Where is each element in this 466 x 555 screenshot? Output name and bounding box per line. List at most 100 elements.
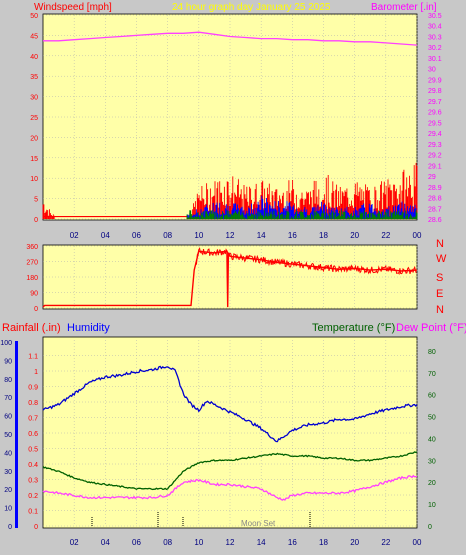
tick-label: 08 xyxy=(163,538,172,547)
temperature-line xyxy=(42,451,418,491)
tick-label: 80 xyxy=(4,377,12,384)
tick-label: 1.1 xyxy=(28,354,38,361)
barometer-title: Barometer [.in] xyxy=(371,2,437,13)
top-y2-axis: 28.6 28.7 28.8 28.9 29 29.1 29.2 29.3 29.4 29.5 29… xyxy=(428,13,442,224)
tick-label: 16 xyxy=(288,231,297,240)
tick-label: 04 xyxy=(101,231,110,240)
tick-label: 20 xyxy=(350,538,359,547)
tick-label: 0 xyxy=(34,306,38,313)
tick-label: 12 xyxy=(226,231,235,240)
tick-label: 15 xyxy=(30,156,38,163)
tick-label: 29 xyxy=(428,174,436,181)
tick-label: 0.8 xyxy=(28,400,38,407)
moon-set-label: Moon Set xyxy=(241,519,276,528)
tick-label: 0.3 xyxy=(28,478,38,485)
tick-label: 02 xyxy=(70,231,79,240)
tick-label: 5 xyxy=(34,197,38,204)
top-x-axis: 02 04 06 08 10 12 14 16 18 20 22 00 xyxy=(70,231,422,240)
tick-label: 20 xyxy=(4,487,12,494)
tick-label: 14 xyxy=(257,538,266,547)
tick-label: 0.4 xyxy=(28,462,38,469)
tick-label: 0.5 xyxy=(28,447,38,454)
tick-label: 06 xyxy=(132,231,141,240)
tick-label: 00 xyxy=(413,538,422,547)
humidity-line xyxy=(42,365,418,443)
top-series xyxy=(43,31,418,46)
tick-label: 60 xyxy=(428,393,436,400)
tick-label: 0.7 xyxy=(28,416,38,423)
tick-label: 0 xyxy=(34,524,38,531)
wind-green-bars xyxy=(186,210,418,219)
tick-label: 00 xyxy=(413,231,422,240)
tick-label: 80 xyxy=(428,349,436,356)
tick-label: 10 xyxy=(194,538,203,547)
tick-label: 22 xyxy=(381,231,390,240)
humidity-y-axis: 0 10 20 30 40 50 60 70 80 90 100 xyxy=(0,340,12,531)
tick-label: 30 xyxy=(428,458,436,465)
tick-label: 02 xyxy=(70,538,79,547)
tick-label: 30.5 xyxy=(428,13,442,20)
tick-label: 29.1 xyxy=(428,163,442,170)
tick-label: 60 xyxy=(4,414,12,421)
tick-label: 0.2 xyxy=(28,493,38,500)
tick-label: 70 xyxy=(4,395,12,402)
tick-label: 29.8 xyxy=(428,88,442,95)
chart-date-title: 24 hour graph day January 25 2025 xyxy=(172,2,331,13)
tick-label: 29.2 xyxy=(428,153,442,160)
tick-label: 50 xyxy=(4,432,12,439)
tick-label: 28.6 xyxy=(428,217,442,224)
tick-label: 40 xyxy=(30,54,38,61)
tick-label: 04 xyxy=(101,538,110,547)
tick-label: 0.6 xyxy=(28,431,38,438)
tick-label: 12 xyxy=(226,538,235,547)
tick-label: 30 xyxy=(4,469,12,476)
lower-grid xyxy=(43,340,418,527)
tick-label: 29.9 xyxy=(428,77,442,84)
compass-label: S xyxy=(436,272,443,284)
lower-x-axis: 02 04 06 08 10 12 14 16 18 20 22 00 xyxy=(70,538,422,547)
tick-label: 28.9 xyxy=(428,185,442,192)
direction-series xyxy=(42,247,418,308)
tick-label: 18 xyxy=(319,538,328,547)
humidity-label: Humidity xyxy=(67,322,110,334)
tick-label: 0 xyxy=(8,524,12,531)
wind-bars xyxy=(42,162,418,219)
rainfall-label: Rainfall (.in) xyxy=(2,322,61,334)
direction-y-axis: 0 90 180 270 360 xyxy=(26,244,38,313)
tick-label: 20 xyxy=(30,135,38,142)
tick-label: 40 xyxy=(4,450,12,457)
barometer-line xyxy=(43,31,418,46)
tick-label: 90 xyxy=(4,358,12,365)
tick-label: 20 xyxy=(350,231,359,240)
tick-label: 08 xyxy=(163,231,172,240)
tick-label: 90 xyxy=(30,291,38,298)
tick-label: 10 xyxy=(428,502,436,509)
tick-label: 14 xyxy=(257,231,266,240)
tick-label: 20 xyxy=(428,480,436,487)
tick-label: 30.4 xyxy=(428,24,442,31)
tick-label: 0 xyxy=(428,524,432,531)
tick-label: 35 xyxy=(30,74,38,81)
direction-grid xyxy=(43,245,418,309)
tick-label: 28.8 xyxy=(428,196,442,203)
tick-label: 50 xyxy=(30,13,38,20)
compass-label: W xyxy=(436,253,447,265)
windspeed-title: Windspeed [mph] xyxy=(34,2,112,13)
tick-label: 10 xyxy=(30,176,38,183)
temperature-y-axis: 0 10 20 30 40 50 60 70 80 xyxy=(428,349,436,531)
dewpoint-label: Dew Point (°F) xyxy=(396,322,466,334)
tick-label: 45 xyxy=(30,33,38,40)
tick-label: 270 xyxy=(26,260,38,267)
tick-label: 29.6 xyxy=(428,110,442,117)
tick-label: 360 xyxy=(26,244,38,251)
tick-label: 29.5 xyxy=(428,120,442,127)
tick-label: 29.3 xyxy=(428,142,442,149)
lower-series xyxy=(42,365,418,501)
tick-label: 70 xyxy=(428,371,436,378)
top-y-axis: 0 5 10 15 20 25 30 35 40 45 50 xyxy=(30,13,38,224)
tick-label: 29.4 xyxy=(428,131,442,138)
tick-label: 180 xyxy=(26,275,38,282)
tick-label: 0.1 xyxy=(28,509,38,516)
rainfall-axis-bar xyxy=(15,341,18,528)
